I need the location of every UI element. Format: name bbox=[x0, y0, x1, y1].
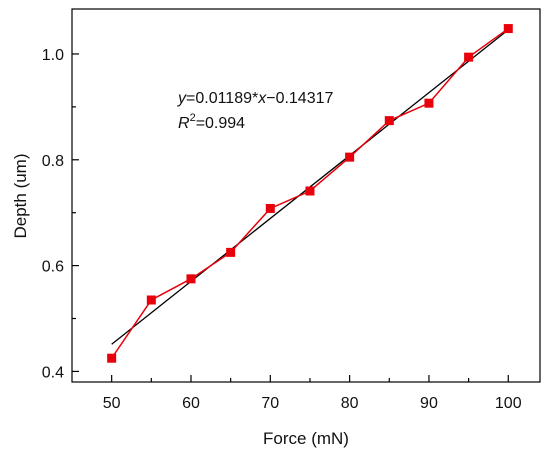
x-tick-label: 100 bbox=[495, 395, 522, 412]
data-point bbox=[265, 203, 275, 213]
y-axis-title: Depth (um) bbox=[11, 153, 30, 238]
axis-tick-labels: 50 60 70 80 90 100 0.4 0.6 0.8 1.0 bbox=[42, 47, 522, 412]
data-point bbox=[226, 247, 236, 257]
eq-end: −0.14317 bbox=[266, 90, 333, 107]
eq-x: x bbox=[257, 90, 267, 107]
eq-mid: =0.01189* bbox=[186, 90, 258, 107]
axis-ticks bbox=[72, 53, 509, 382]
data-point bbox=[345, 152, 355, 162]
data-point bbox=[305, 186, 315, 196]
x-tick-label: 70 bbox=[261, 395, 279, 412]
fit-equation: y=0.01189*x−0.14317 bbox=[177, 90, 334, 107]
r-squared: R2=0.994 bbox=[178, 112, 245, 132]
y-tick-label: 0.6 bbox=[42, 259, 64, 276]
data-point bbox=[146, 295, 156, 305]
x-tick-label: 50 bbox=[103, 395, 121, 412]
r-symbol: R bbox=[178, 115, 190, 132]
data-point bbox=[503, 24, 513, 34]
y-tick-label: 1.0 bbox=[42, 47, 64, 64]
data-point bbox=[186, 274, 196, 284]
x-tick-label: 90 bbox=[420, 395, 438, 412]
data-point bbox=[384, 116, 394, 126]
data-markers bbox=[107, 24, 513, 363]
x-tick-label: 60 bbox=[182, 395, 200, 412]
y-tick-label: 0.8 bbox=[42, 153, 64, 170]
plot-frame bbox=[71, 8, 541, 383]
data-point bbox=[107, 353, 117, 363]
x-tick-label: 80 bbox=[341, 395, 359, 412]
eq-y: y bbox=[177, 90, 187, 107]
data-point bbox=[424, 98, 434, 108]
data-point bbox=[464, 52, 474, 62]
x-axis-title: Force (mN) bbox=[263, 429, 349, 448]
r-sup: 2 bbox=[190, 112, 196, 124]
r-value: =0.994 bbox=[196, 115, 245, 132]
y-tick-label: 0.4 bbox=[42, 364, 64, 381]
